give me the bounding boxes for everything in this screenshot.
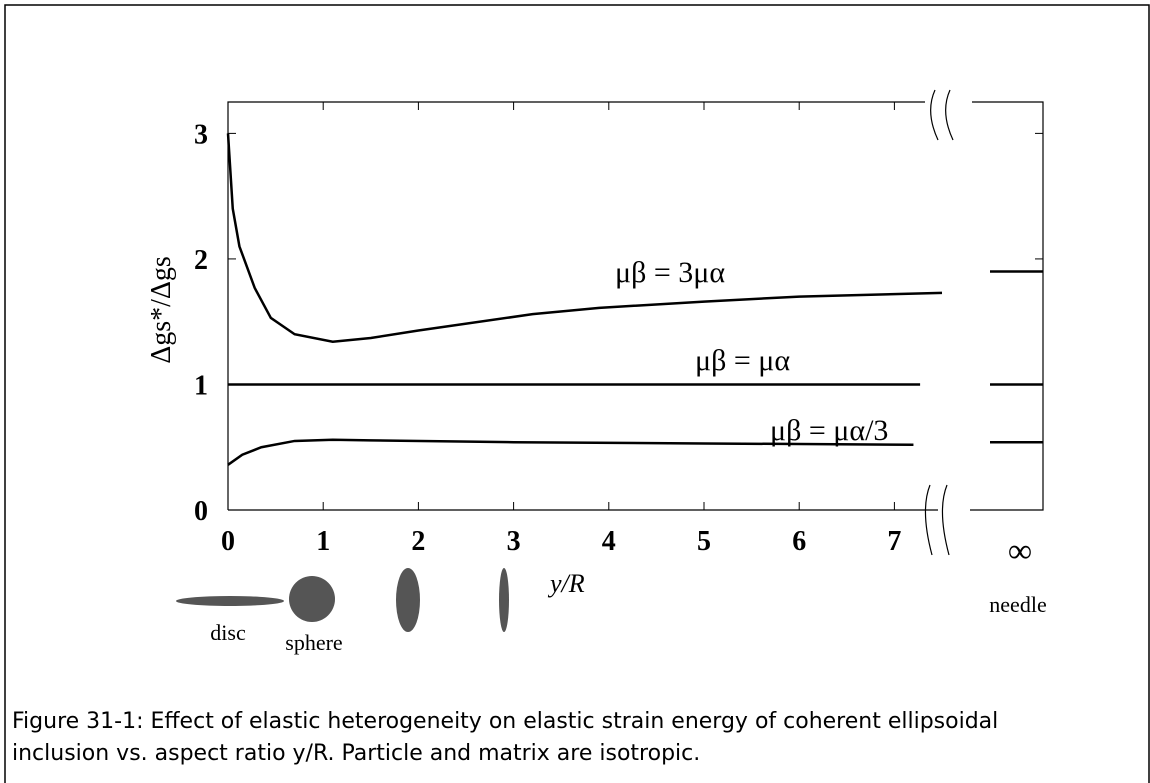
data-line — [226, 133, 943, 344]
disc-shape — [176, 596, 284, 606]
shape-label: disc — [210, 620, 246, 645]
spheroid-shape — [396, 568, 420, 632]
axis-break — [924, 89, 954, 556]
series-label: μβ = 3μα — [615, 256, 725, 289]
x-tick-label: 4 — [602, 526, 616, 557]
x-tick-label: 2 — [411, 526, 425, 557]
caption-line: inclusion vs. aspect ratio y/R. Particle… — [12, 741, 700, 766]
x-axis-label: y/R — [547, 569, 585, 598]
infinity-label: ∞ — [1008, 533, 1032, 570]
series-label: μβ = μα/3 — [770, 414, 888, 447]
data-line — [227, 438, 914, 466]
x-tick-label: 3 — [507, 526, 521, 557]
y-tick-label: 1 — [194, 370, 208, 401]
x-tick-label: 1 — [316, 526, 330, 557]
series-label: μβ = μα — [695, 344, 790, 377]
x-tick-label: 5 — [697, 526, 711, 557]
shape-label: sphere — [285, 630, 342, 655]
frame — [4, 4, 1150, 783]
y-tick-label: 3 — [194, 119, 208, 150]
x-tick-label: 7 — [887, 526, 901, 557]
caption-line: Figure 31-1: Effect of elastic heterogen… — [12, 709, 998, 734]
needle-like-shape — [499, 568, 509, 632]
y-tick-label: 2 — [194, 245, 208, 276]
x-tick-label: 6 — [792, 526, 806, 557]
needle-label: needle — [989, 592, 1046, 617]
y-axis-label: Δgs*/Δgs — [146, 256, 177, 364]
sphere-shape — [289, 576, 335, 622]
y-tick-label: 0 — [194, 496, 208, 527]
x-tick-label: 0 — [221, 526, 235, 557]
